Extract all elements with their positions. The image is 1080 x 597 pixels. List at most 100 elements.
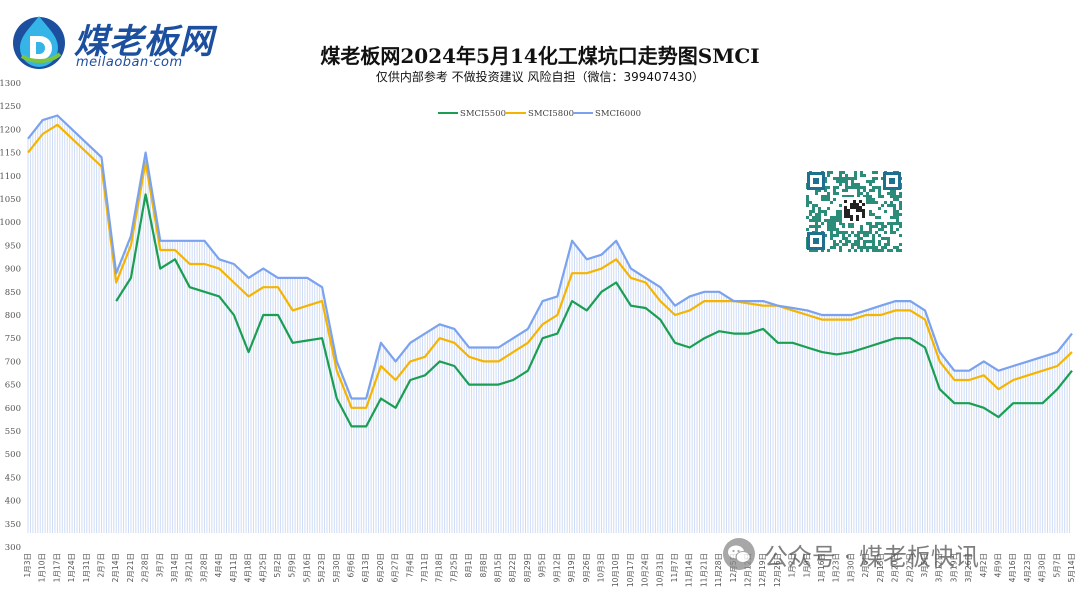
x-tick-label: 9月19日 xyxy=(567,553,576,582)
y-tick-label: 550 xyxy=(5,427,21,437)
legend-label: SMCI5800 xyxy=(528,109,574,119)
x-tick-label: 5月16日 xyxy=(302,553,311,582)
x-tick-label: 3月28日 xyxy=(199,553,208,582)
y-tick-label: 400 xyxy=(5,497,21,507)
x-tick-label: 9月12日 xyxy=(552,553,561,582)
y-tick-label: 600 xyxy=(5,404,21,414)
x-tick-label: 2月28日 xyxy=(141,553,150,582)
x-tick-label: 1月10日 xyxy=(38,553,47,582)
x-tick-label: 1月24日 xyxy=(67,553,76,582)
x-tick-label: 10月24日 xyxy=(641,553,650,587)
x-tick-label: 8月29日 xyxy=(523,553,532,582)
y-tick-label: 700 xyxy=(5,357,21,367)
x-tick-label: 1月16日 xyxy=(817,553,826,582)
x-tick-label: 11月21日 xyxy=(699,553,708,587)
x-tick-label: 4月9日 xyxy=(993,553,1002,578)
x-tick-label: 4月4日 xyxy=(214,553,223,578)
y-tick-label: 1150 xyxy=(0,149,21,159)
x-tick-label: 10月17日 xyxy=(626,553,635,587)
x-tick-label: 7月25日 xyxy=(449,553,458,582)
x-tick-label: 9月5日 xyxy=(538,553,547,578)
x-tick-label: 7月18日 xyxy=(435,553,444,582)
x-tick-label: 10月31日 xyxy=(655,553,664,587)
x-tick-label: 12月26日 xyxy=(773,553,782,587)
y-tick-label: 900 xyxy=(5,265,21,275)
qr-code-icon xyxy=(805,170,903,252)
chart-title: 煤老板网2024年5月14化工煤坑口走势图SMCI xyxy=(320,44,760,68)
x-tick-label: 5月30日 xyxy=(332,553,341,582)
series-lines xyxy=(27,114,1073,428)
y-tick-label: 850 xyxy=(5,288,21,298)
y-tick-label: 1000 xyxy=(0,218,21,228)
x-tick-label: 4月30日 xyxy=(1038,553,1047,582)
x-axis: 1月3日 1月10日 1月17日 1月24日 1月31日 2月7日 2月14日 2月21日 2月… xyxy=(23,553,1076,587)
x-tick-label: 6月27日 xyxy=(391,553,400,582)
wechat-icon xyxy=(723,538,755,570)
legend-label: SMCI6000 xyxy=(595,109,641,119)
y-tick-label: 800 xyxy=(5,311,21,321)
x-tick-label: 3月12日 xyxy=(935,553,944,582)
y-tick-label: 650 xyxy=(5,381,21,391)
x-tick-label: 2月20日 xyxy=(891,553,900,582)
x-tick-label: 4月16日 xyxy=(1008,553,1017,582)
series-line-smci6000 xyxy=(27,114,1073,400)
x-tick-label: 11月28日 xyxy=(714,553,723,587)
legend-label: SMCI5500 xyxy=(460,109,506,119)
logo-text-cn: 煤老板网 xyxy=(74,22,214,62)
x-tick-label: 4月18日 xyxy=(244,553,253,582)
x-tick-label: 2月27日 xyxy=(905,553,914,582)
x-tick-label: 3月21日 xyxy=(185,553,194,582)
x-tick-label: 12月19日 xyxy=(758,553,767,587)
x-tick-label: 7月11日 xyxy=(420,553,429,582)
x-tick-label: 3月5日 xyxy=(920,553,929,578)
x-tick-label: 2月14日 xyxy=(111,553,120,582)
x-tick-label: 7月4日 xyxy=(405,553,414,578)
watermark-text: 公众号 · 煤老板快讯 xyxy=(764,542,979,571)
x-tick-label: 12月12日 xyxy=(744,553,753,587)
y-tick-label: 1250 xyxy=(0,102,21,112)
x-tick-label: 4月23日 xyxy=(1023,553,1032,582)
x-tick-label: 2月21日 xyxy=(126,553,135,582)
x-tick-label: 5月7日 xyxy=(1052,553,1061,578)
x-tick-label: 1月3日 xyxy=(23,553,32,578)
x-tick-label: 4月11日 xyxy=(229,553,238,582)
x-tick-label: 1月31日 xyxy=(82,553,91,582)
y-axis: 300 350 400 450 500 550 600 650 700 750 800 850 900 9… xyxy=(0,79,21,553)
x-tick-label: 2月7日 xyxy=(97,553,106,578)
x-tick-label: 1月17日 xyxy=(52,553,61,582)
x-tick-label: 11月7日 xyxy=(670,553,679,582)
series-line-smci5500 xyxy=(115,193,1073,428)
x-tick-label: 4月25日 xyxy=(258,553,267,582)
y-tick-label: 1100 xyxy=(0,172,21,182)
x-tick-label: 5月23日 xyxy=(317,553,326,582)
x-tick-label: 1月2日 xyxy=(788,553,797,578)
x-tick-label: 6月6日 xyxy=(346,553,355,578)
x-tick-label: 8月8日 xyxy=(479,553,488,578)
x-tick-label: 1月9日 xyxy=(802,553,811,578)
x-tick-label: 3月14日 xyxy=(170,553,179,582)
x-tick-label: 8月15日 xyxy=(494,553,503,582)
chart-subtitle: 仅供内部参考 不做投资建议 风险自担（微信：399407430） xyxy=(375,70,705,84)
y-tick-label: 450 xyxy=(5,473,21,483)
series-line-smci5800 xyxy=(27,123,1073,409)
x-tick-label: 3月19日 xyxy=(949,553,958,582)
x-tick-label: 3月26日 xyxy=(964,553,973,582)
logo: 煤老板网 meilaoban·com xyxy=(8,10,248,72)
watermark: 公众号 · 煤老板快讯 xyxy=(722,534,979,574)
y-tick-label: 300 xyxy=(5,543,21,553)
x-tick-label: 4月2日 xyxy=(979,553,988,578)
y-tick-label: 500 xyxy=(5,450,21,460)
area-fill xyxy=(27,115,1071,533)
x-tick-label: 9月26日 xyxy=(582,553,591,582)
x-tick-label: 8月1日 xyxy=(464,553,473,578)
legend: SMCI5500 SMCI5800 SMCI6000 xyxy=(438,109,641,119)
y-tick-label: 1050 xyxy=(0,195,21,205)
x-tick-label: 5月2日 xyxy=(273,553,282,578)
x-tick-label: 1月30日 xyxy=(846,553,855,582)
y-tick-label: 1300 xyxy=(0,79,21,89)
x-tick-label: 1月23日 xyxy=(832,553,841,582)
x-tick-label: 2月13日 xyxy=(876,553,885,582)
y-tick-label: 750 xyxy=(5,334,21,344)
x-tick-label: 3月7日 xyxy=(155,553,164,578)
